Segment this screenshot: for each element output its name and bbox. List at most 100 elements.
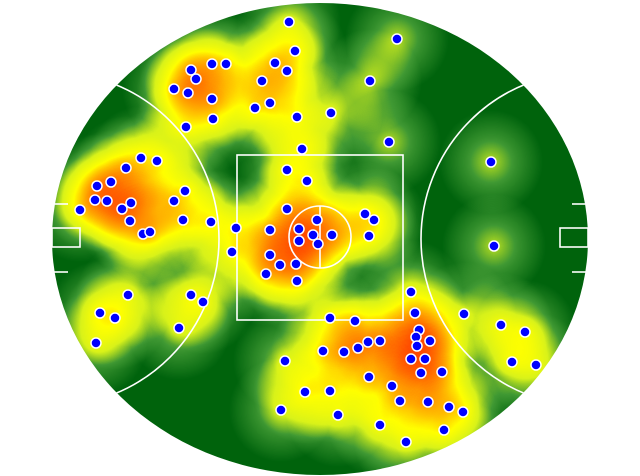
point: [207, 113, 219, 125]
point: [290, 258, 302, 270]
point: [226, 246, 238, 258]
point: [124, 215, 136, 227]
point: [101, 195, 113, 207]
point: [264, 224, 276, 236]
point: [144, 226, 156, 238]
point: [180, 121, 192, 133]
point: [438, 424, 450, 436]
point: [311, 214, 323, 226]
point: [317, 345, 329, 357]
point: [230, 222, 242, 234]
point: [281, 65, 293, 77]
point: [400, 436, 412, 448]
point: [283, 16, 295, 28]
point: [307, 229, 319, 241]
point: [122, 289, 134, 301]
point: [205, 216, 217, 228]
point: [173, 322, 185, 334]
point: [275, 404, 287, 416]
point: [185, 289, 197, 301]
point: [264, 249, 276, 261]
point: [296, 143, 308, 155]
point: [324, 312, 336, 324]
point: [281, 203, 293, 215]
point: [179, 185, 191, 197]
point: [299, 386, 311, 398]
point: [349, 315, 361, 327]
point: [291, 111, 303, 123]
field: [52, 3, 588, 475]
heat-layer: [52, 3, 588, 475]
point: [168, 83, 180, 95]
point: [495, 319, 507, 331]
point: [220, 58, 232, 70]
point: [422, 396, 434, 408]
point: [293, 223, 305, 235]
point: [94, 307, 106, 319]
point: [89, 194, 101, 206]
point: [352, 342, 364, 354]
point: [436, 366, 448, 378]
point: [168, 195, 180, 207]
point: [249, 102, 261, 114]
point: [326, 229, 338, 241]
point: [177, 214, 189, 226]
point: [374, 419, 386, 431]
point: [125, 197, 137, 209]
point: [325, 107, 337, 119]
point: [293, 235, 305, 247]
point: [324, 385, 336, 397]
point: [405, 286, 417, 298]
point: [185, 64, 197, 76]
point: [488, 240, 500, 252]
point: [362, 336, 374, 348]
point: [457, 406, 469, 418]
point: [269, 57, 281, 69]
point: [363, 230, 375, 242]
point: [260, 268, 272, 280]
point: [386, 380, 398, 392]
point: [332, 409, 344, 421]
point: [443, 401, 455, 413]
point: [74, 204, 86, 216]
point: [458, 308, 470, 320]
point: [274, 259, 286, 271]
point: [206, 58, 218, 70]
right-arc: [420, 71, 588, 407]
point: [120, 162, 132, 174]
points: [74, 16, 542, 448]
point: [264, 97, 276, 109]
point: [338, 346, 350, 358]
point: [419, 353, 431, 365]
point: [364, 75, 376, 87]
left-arc: [52, 71, 220, 407]
left-goal-square: [51, 227, 81, 248]
point: [289, 45, 301, 57]
right-goal-square: [559, 227, 589, 248]
point: [105, 176, 117, 188]
point: [109, 312, 121, 324]
point: [197, 296, 209, 308]
point: [424, 335, 436, 347]
point: [301, 175, 313, 187]
point: [182, 87, 194, 99]
point: [394, 395, 406, 407]
point: [363, 371, 375, 383]
point: [135, 152, 147, 164]
point: [506, 356, 518, 368]
point: [206, 93, 218, 105]
point: [279, 355, 291, 367]
point: [415, 367, 427, 379]
point: [90, 337, 102, 349]
point: [519, 326, 531, 338]
point: [151, 155, 163, 167]
point: [190, 73, 202, 85]
centre-square: [236, 154, 404, 321]
point: [530, 359, 542, 371]
point: [368, 214, 380, 226]
point: [411, 340, 423, 352]
point: [281, 164, 293, 176]
point: [116, 203, 128, 215]
